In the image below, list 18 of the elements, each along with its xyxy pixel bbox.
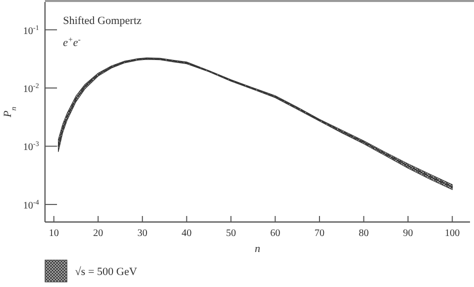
x-tick-label: 100 — [444, 228, 460, 239]
x-tick-label: 70 — [314, 228, 324, 239]
x-tick-label: 60 — [270, 228, 280, 239]
x-tick-label: 50 — [226, 228, 236, 239]
x-tick-label: 40 — [182, 228, 192, 239]
x-tick-label: 10 — [48, 228, 59, 239]
annotation: e$^{+}$e$^{-}$ — [63, 34, 81, 49]
y-tick-label: 10$^{-4}$ — [23, 198, 40, 212]
y-tick-label: 10$^{-1}$ — [23, 24, 40, 37]
x-tick-label: 80 — [358, 228, 369, 239]
y-tick-label: 10$^{-3}$ — [23, 140, 40, 154]
x-tick-label: 90 — [403, 228, 414, 239]
x-tick-label: 30 — [137, 228, 148, 239]
y-tick-label: 10$^{-2}$ — [23, 82, 40, 96]
text: √s = 500 GeV — [75, 266, 138, 278]
x-axis-title: n — [254, 243, 261, 255]
x-tick-label: 20 — [93, 228, 104, 239]
annotation: Shifted Gompertz — [63, 15, 142, 27]
